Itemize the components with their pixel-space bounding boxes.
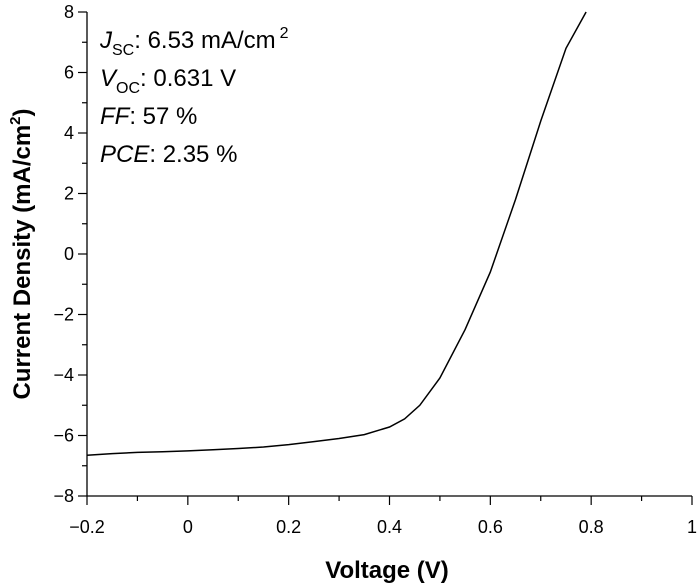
x-tick-label: −0.2 <box>69 517 105 537</box>
x-tick-label: 0.4 <box>377 517 402 537</box>
y-axis-title-main: Current Density (mA/cm <box>9 125 36 400</box>
y-tick-label: 4 <box>64 123 74 143</box>
annotation-value: : 0.631 V <box>140 65 236 92</box>
annotation-subscript: SC <box>112 42 134 59</box>
x-tick-label: 0.8 <box>579 517 604 537</box>
y-axis-title-close: ) <box>9 108 36 116</box>
x-axis-title: Voltage (V) <box>325 557 449 584</box>
annotation-symbol: J <box>99 27 113 54</box>
annotation-value: : 57 % <box>129 103 197 130</box>
y-tick-label: 6 <box>64 63 74 83</box>
y-tick-label: −4 <box>53 365 74 385</box>
x-tick-label: 0.6 <box>478 517 503 537</box>
x-tick-label: 1 <box>687 517 697 537</box>
annotation-symbol: FF <box>100 103 131 130</box>
y-tick-label: −2 <box>53 305 74 325</box>
annotation-subscript: OC <box>116 80 140 97</box>
annotation-value: : 6.53 mA/cm <box>134 27 275 54</box>
annotation-line: JSC: 6.53 mA/cm 2 <box>99 25 289 59</box>
annotation-value: : 2.35 % <box>149 141 237 168</box>
x-tick-label: 0 <box>183 517 193 537</box>
y-tick-label: −6 <box>53 426 74 446</box>
annotation-line: VOC: 0.631 V <box>100 65 236 97</box>
annotation-symbol: PCE <box>100 141 150 168</box>
annotation-line: PCE: 2.35 % <box>100 141 237 168</box>
annotation-symbol: V <box>100 65 118 92</box>
annotation-superscript: 2 <box>280 25 289 42</box>
jv-curve-line <box>86 11 587 456</box>
x-tick-label: 0.2 <box>276 517 301 537</box>
y-tick-label: −8 <box>53 486 74 506</box>
annotation-line: FF: 57 % <box>100 103 197 130</box>
y-tick-label: 2 <box>64 184 74 204</box>
annotation-box: JSC: 6.53 mA/cm 2 VOC: 0.631 V FF: 57 % PCE:… <box>99 25 289 168</box>
y-tick-label: 8 <box>64 2 74 22</box>
y-tick-label: 0 <box>64 244 74 264</box>
y-axis-title-sup: 2 <box>7 116 24 124</box>
y-axis-title: Current Density (mA/cm2) <box>7 108 36 399</box>
axis-ticks: −8 −6 −4 −2 0 2 4 6 8 −0.2 0 0.2 0.4 0.6 0.8 1 <box>53 2 697 537</box>
series-group <box>86 11 587 456</box>
